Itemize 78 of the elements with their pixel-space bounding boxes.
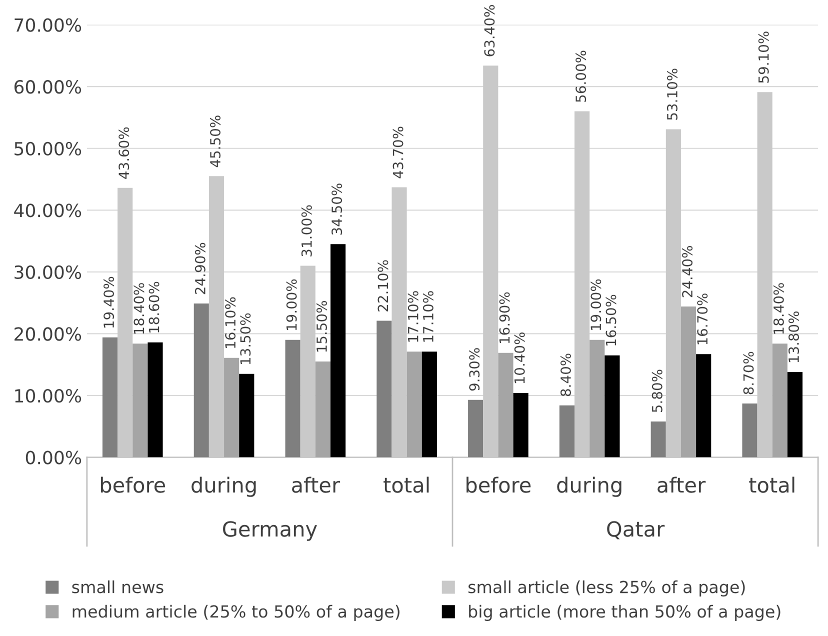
- data-label: 24.40%: [682, 246, 693, 298]
- data-label: 56.00%: [576, 50, 586, 102]
- bar: [559, 405, 575, 458]
- data-label: 53.10%: [666, 68, 678, 120]
- bar: [285, 340, 300, 458]
- data-label: 13.50%: [240, 313, 251, 364]
- data-label: 17.10%: [408, 291, 418, 342]
- data-label: 8.70%: [743, 352, 754, 394]
- bar: [468, 400, 484, 458]
- y-tick-label: 50.00%: [14, 142, 82, 156]
- y-tick-label: 40.00%: [14, 204, 82, 218]
- y-tick-label: 20.00%: [14, 327, 82, 341]
- data-label: 18.40%: [134, 283, 144, 334]
- bar: [680, 306, 696, 458]
- x-tick-label: after: [658, 476, 706, 493]
- bar: [422, 352, 437, 458]
- y-tick-label: 30.00%: [14, 265, 82, 280]
- data-label: 15.50%: [316, 300, 327, 352]
- bar: [604, 355, 620, 458]
- data-label: 43.60%: [118, 127, 130, 179]
- x-tick-label: total: [749, 476, 794, 493]
- bar: [224, 358, 240, 458]
- x-tick-label: during: [557, 476, 622, 497]
- bar: [315, 362, 330, 458]
- data-label: 22.10%: [378, 260, 388, 312]
- data-label: 43.70%: [392, 126, 404, 178]
- data-label: 17.10%: [422, 291, 434, 342]
- data-label: 9.30%: [469, 348, 480, 391]
- bar: [239, 374, 254, 458]
- bar: [696, 354, 712, 458]
- data-label: 5.80%: [652, 370, 662, 412]
- x-tick-label: before: [101, 476, 166, 493]
- bar: [650, 421, 666, 458]
- data-label: 34.50%: [332, 184, 342, 235]
- bar: [498, 352, 514, 458]
- data-label: 16.70%: [697, 294, 708, 344]
- legend-label: small article (less 25% of a page): [468, 580, 745, 597]
- data-label: 45.50%: [210, 116, 221, 168]
- data-label: 24.90%: [194, 242, 206, 294]
- data-label: 10.40%: [514, 332, 525, 384]
- bar: [194, 303, 209, 458]
- bar: [148, 342, 163, 458]
- bar: [406, 352, 422, 458]
- data-label: 63.40%: [484, 5, 495, 56]
- bar: [376, 320, 392, 458]
- x-tick-label: total: [384, 476, 429, 493]
- data-label: 16.10%: [225, 297, 236, 348]
- bar: [742, 404, 758, 458]
- legend-label: medium article (25% to 50% of a page): [72, 604, 400, 621]
- y-tick-label: 0.00%: [26, 450, 82, 464]
- y-tick-label: 70.00%: [14, 18, 82, 32]
- data-label: 16.90%: [499, 292, 510, 344]
- x-tick-label: during: [192, 476, 256, 497]
- text: Qatar: [607, 521, 665, 540]
- legend-label: big article (more than 50% of a page): [469, 604, 780, 621]
- data-label: 59.10%: [758, 32, 769, 83]
- bar: [102, 337, 118, 458]
- data-label: 18.40%: [773, 283, 784, 334]
- legend-label: small news: [72, 580, 164, 594]
- bar: [330, 244, 346, 458]
- data-label: 19.00%: [286, 279, 297, 330]
- data-label: 18.60%: [148, 282, 160, 333]
- bar: [132, 344, 148, 458]
- bar: [787, 372, 803, 458]
- text: Germany: [223, 521, 317, 541]
- bar: [772, 344, 788, 458]
- y-tick-label: 60.00%: [14, 80, 82, 94]
- data-label: 19.00%: [590, 279, 602, 330]
- bar: [590, 340, 605, 458]
- data-label: 8.40%: [560, 354, 571, 396]
- data-label: 31.00%: [301, 205, 312, 256]
- data-label: 13.80%: [788, 312, 800, 362]
- x-tick-label: after: [292, 476, 340, 493]
- x-tick-label: before: [466, 476, 531, 493]
- bar: [513, 393, 528, 458]
- data-label: 19.40%: [104, 276, 114, 328]
- y-tick-label: 10.00%: [15, 388, 82, 403]
- data-label: 16.50%: [606, 294, 616, 346]
